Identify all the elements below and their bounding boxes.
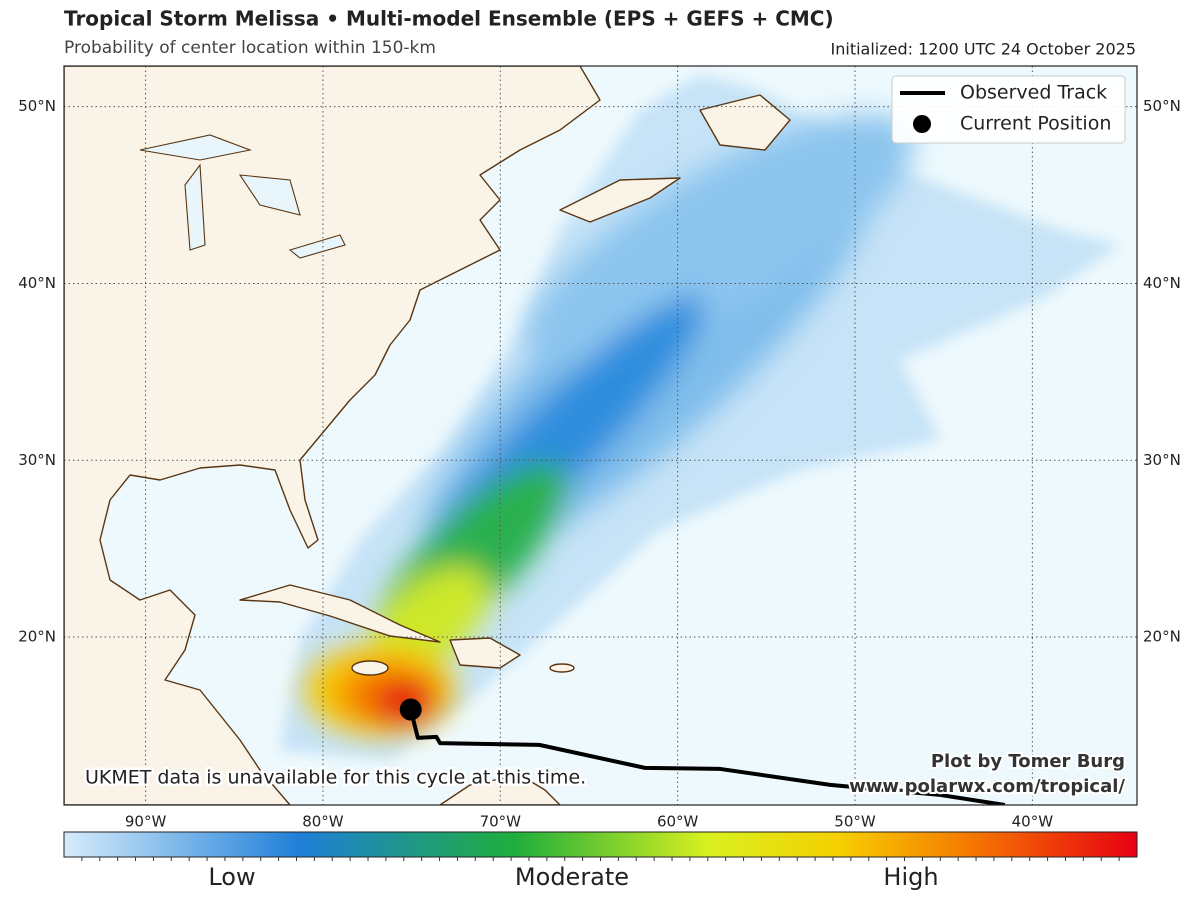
ticks: 90°W 80°W 70°W 60°W 50°W 40°W 20°N 20°N 30°N 30°N… (18, 97, 1181, 830)
credit: Plot by Tomer Burg (931, 751, 1125, 772)
map-frame (63, 65, 1138, 806)
land (64, 66, 791, 805)
legend-position-swatch (913, 115, 931, 133)
x-tick-label: 90°W (125, 813, 167, 831)
title: Tropical Storm Melissa • Multi-model Ens… (64, 7, 834, 31)
y-tick-label: 20°N (18, 628, 56, 646)
legend-label: Observed Track (960, 82, 1107, 104)
y-tick-label: 40°N (18, 274, 56, 292)
colorbar-ticks (81, 857, 1120, 861)
subtitle: Probability of center location within 15… (64, 38, 436, 58)
url: www.polarwx.com/tropical/ (849, 776, 1125, 797)
map (64, 66, 1137, 805)
y-tick-label: 30°N (18, 451, 56, 469)
legend-label: Current Position (960, 113, 1111, 135)
colorbar-label: Moderate (515, 863, 629, 891)
graticule (64, 66, 1137, 805)
legend-box (891, 75, 1126, 144)
colorbar (63, 831, 1138, 858)
y-tick-label: 20°N (1143, 628, 1181, 646)
x-tick-label: 70°W (480, 813, 522, 831)
current-position (399, 698, 422, 721)
note: UKMET data is unavailable for this cycle… (85, 767, 586, 789)
observed-track (408, 709, 1006, 805)
x-tick-label: 60°W (657, 813, 699, 831)
y-tick-label: 50°N (1143, 97, 1181, 115)
y-tick-label: 40°N (1143, 274, 1181, 292)
colorbar-label: Low (208, 863, 255, 891)
x-tick-label: 40°W (1012, 813, 1054, 831)
legend: Observed Track Current Position (891, 75, 1126, 144)
x-tick-label: 80°W (302, 813, 344, 831)
x-tick-label: 50°W (834, 813, 876, 831)
colorbar-label: High (883, 863, 938, 891)
y-tick-label: 30°N (1143, 451, 1181, 469)
init-time: Initialized: 1200 UTC 24 October 2025 (831, 40, 1136, 59)
y-tick-label: 50°N (18, 97, 56, 115)
